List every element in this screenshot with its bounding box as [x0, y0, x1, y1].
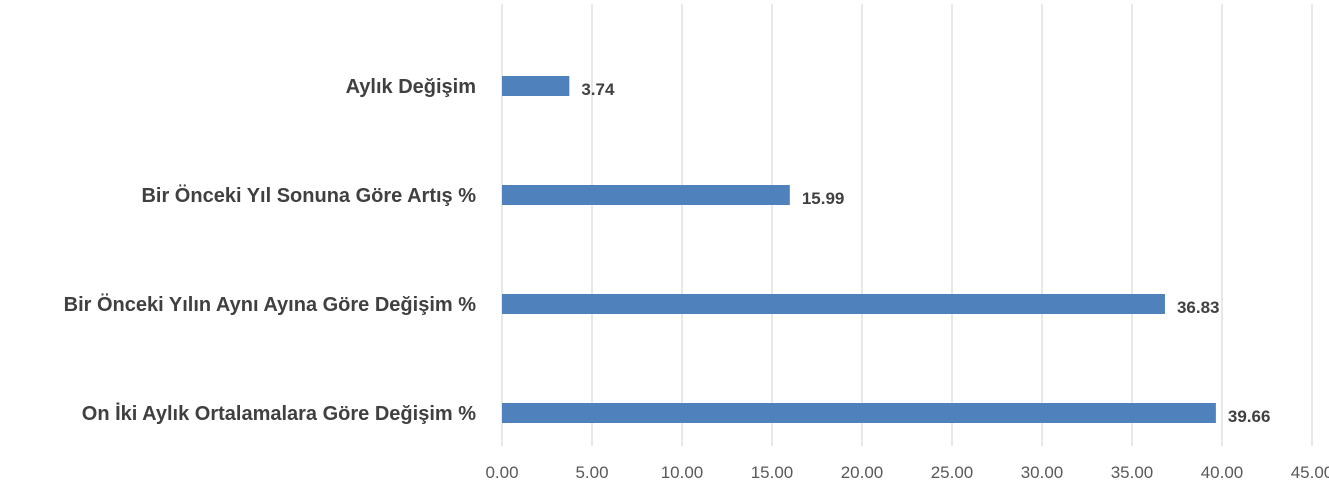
gridlines — [501, 4, 1313, 446]
x-tick-label-6: 30.00 — [1021, 463, 1064, 482]
category-label-0: Aylık Değişim — [346, 76, 476, 98]
category-label-1: Bir Önceki Yıl Sonuna Göre Artış % — [141, 184, 476, 207]
category-label-2: Bir Önceki Yılın Aynı Ayına Göre Değişim… — [64, 293, 477, 316]
x-tick-label-2: 10.00 — [661, 463, 704, 482]
x-tick-label-7: 35.00 — [1111, 463, 1154, 482]
x-tick-label-8: 40.00 — [1201, 463, 1244, 482]
value-label-1: 15.99 — [802, 189, 845, 208]
x-tick-label-3: 15.00 — [751, 463, 794, 482]
bars — [502, 76, 1216, 423]
x-tick-label-0: 0.00 — [485, 463, 518, 482]
x-tick-label-9: 45.00 — [1291, 463, 1329, 482]
value-label-2: 36.83 — [1177, 298, 1220, 317]
x-axis-tick-labels: 0.00 5.00 10.00 15.00 20.00 25.00 30.00 35.00 40… — [485, 463, 1329, 482]
value-label-3: 39.66 — [1228, 407, 1271, 426]
value-label-0: 3.74 — [581, 80, 615, 99]
x-tick-label-4: 20.00 — [841, 463, 884, 482]
bar-2 — [502, 294, 1165, 314]
category-label-3: On İki Aylık Ortalamalara Göre Değişim % — [82, 402, 476, 425]
value-labels: 3.74 15.99 36.83 39.66 — [581, 80, 1270, 426]
bar-0 — [502, 76, 570, 96]
x-tick-label-5: 25.00 — [931, 463, 974, 482]
x-tick-label-1: 5.00 — [575, 463, 608, 482]
bar-3 — [502, 403, 1216, 423]
category-labels: Aylık Değişim Bir Önceki Yıl Sonuna Göre … — [64, 76, 477, 425]
bar-1 — [502, 185, 790, 205]
